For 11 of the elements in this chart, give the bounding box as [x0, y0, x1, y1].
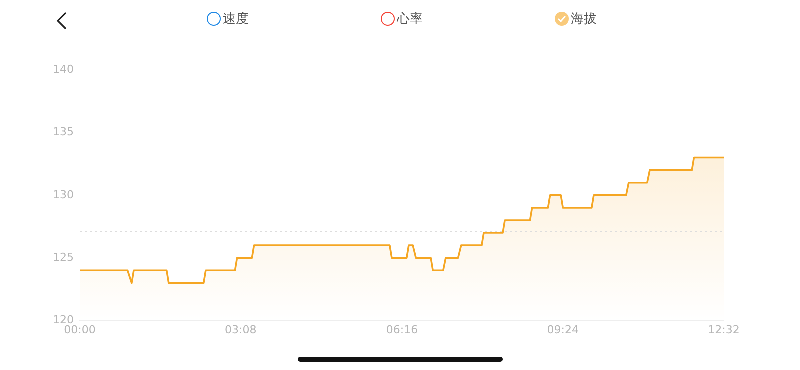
x-tick-label: 09:24 [547, 323, 579, 336]
x-tick-label: 12:32 [708, 323, 740, 336]
x-tick-label: 06:16 [386, 323, 418, 336]
legend-label: 海拔 [571, 11, 597, 28]
y-tick-label: 125 [53, 250, 74, 264]
legend-label: 速度 [223, 11, 249, 28]
y-tick-label: 135 [53, 126, 74, 139]
y-tick-label: 130 [53, 188, 74, 202]
y-tick-label: 140 [53, 62, 74, 76]
legend-label: 心率 [397, 11, 423, 28]
x-tick-label: 03:08 [225, 323, 257, 336]
